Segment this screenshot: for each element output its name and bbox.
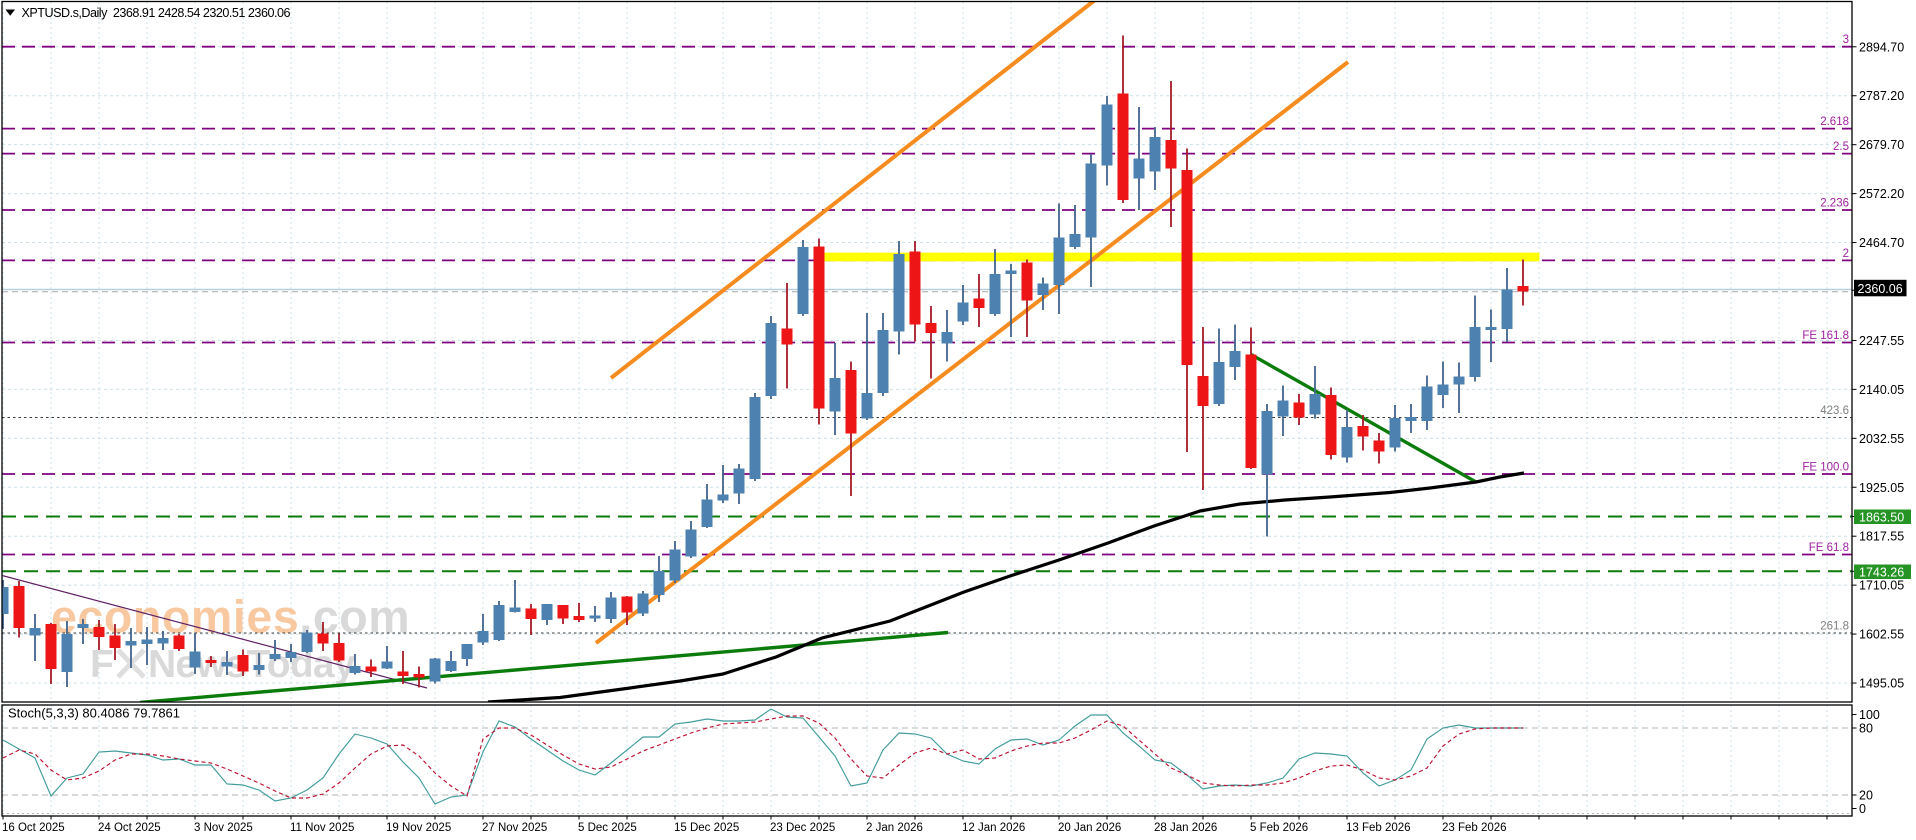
svg-text:12 Jan 2026: 12 Jan 2026 xyxy=(962,822,1025,834)
svg-text:1743.26: 1743.26 xyxy=(1859,566,1904,580)
svg-text:13 Feb 2026: 13 Feb 2026 xyxy=(1346,822,1411,834)
svg-text:1863.50: 1863.50 xyxy=(1859,511,1904,525)
svg-text:2.5: 2.5 xyxy=(1833,141,1849,153)
svg-text:FE 100.0: FE 100.0 xyxy=(1802,462,1849,474)
svg-text:2679.70: 2679.70 xyxy=(1859,138,1904,152)
svg-text:2247.55: 2247.55 xyxy=(1859,334,1904,348)
svg-text:F: F xyxy=(90,643,114,686)
svg-text:1925.05: 1925.05 xyxy=(1859,481,1904,495)
svg-text:FE 161.8: FE 161.8 xyxy=(1802,330,1849,342)
svg-text:1710.05: 1710.05 xyxy=(1859,579,1904,593)
svg-text:economies.com: economies.com xyxy=(51,591,410,643)
svg-text:FE 61.8: FE 61.8 xyxy=(1809,542,1849,554)
svg-text:2: 2 xyxy=(1843,248,1849,260)
svg-text:2572.20: 2572.20 xyxy=(1859,187,1904,201)
svg-text:2032.55: 2032.55 xyxy=(1859,432,1904,446)
svg-text:80: 80 xyxy=(1859,722,1873,736)
svg-text:Stoch(5,3,3) 80.4086 79.7861: Stoch(5,3,3) 80.4086 79.7861 xyxy=(8,706,180,721)
svg-text:1817.55: 1817.55 xyxy=(1859,530,1904,544)
svg-text:1495.05: 1495.05 xyxy=(1859,677,1904,691)
svg-text:XPTUSD.s,Daily 2368.91 2428.5: XPTUSD.s,Daily 2368.91 2428.54 2320.51 2… xyxy=(22,6,291,20)
svg-text:2894.70: 2894.70 xyxy=(1859,40,1904,54)
svg-text:100: 100 xyxy=(1859,708,1880,722)
svg-text:2.618: 2.618 xyxy=(1820,116,1849,128)
svg-text:16 Oct 2025: 16 Oct 2025 xyxy=(2,822,65,834)
svg-text:23 Dec 2025: 23 Dec 2025 xyxy=(770,822,835,834)
svg-text:3 Nov 2025: 3 Nov 2025 xyxy=(194,822,253,834)
svg-text:24 Oct 2025: 24 Oct 2025 xyxy=(98,822,161,834)
svg-text:2360.06: 2360.06 xyxy=(1858,282,1903,296)
svg-text:5 Feb 2026: 5 Feb 2026 xyxy=(1250,822,1308,834)
svg-text:2787.20: 2787.20 xyxy=(1859,89,1904,103)
svg-text:28 Jan 2026: 28 Jan 2026 xyxy=(1154,822,1217,834)
svg-text:19 Nov 2025: 19 Nov 2025 xyxy=(386,822,451,834)
svg-text:15 Dec 2025: 15 Dec 2025 xyxy=(674,822,739,834)
svg-text:NewsToday: NewsToday xyxy=(148,643,356,686)
svg-text:2.236: 2.236 xyxy=(1820,198,1849,210)
svg-text:3: 3 xyxy=(1843,34,1849,46)
svg-text:423.6: 423.6 xyxy=(1820,405,1849,417)
svg-text:20: 20 xyxy=(1859,789,1873,803)
svg-text:23 Feb 2026: 23 Feb 2026 xyxy=(1442,822,1507,834)
svg-text:5 Dec 2025: 5 Dec 2025 xyxy=(578,822,637,834)
svg-text:2464.70: 2464.70 xyxy=(1859,236,1904,250)
svg-text:0: 0 xyxy=(1859,802,1866,816)
svg-text:11 Nov 2025: 11 Nov 2025 xyxy=(290,822,354,834)
svg-text:27 Nov 2025: 27 Nov 2025 xyxy=(482,822,547,834)
svg-text:2 Jan 2026: 2 Jan 2026 xyxy=(866,822,923,834)
svg-text:261.8: 261.8 xyxy=(1820,621,1849,633)
svg-text:2140.05: 2140.05 xyxy=(1859,383,1904,397)
svg-text:20 Jan 2026: 20 Jan 2026 xyxy=(1058,822,1121,834)
svg-text:1602.55: 1602.55 xyxy=(1859,628,1904,642)
